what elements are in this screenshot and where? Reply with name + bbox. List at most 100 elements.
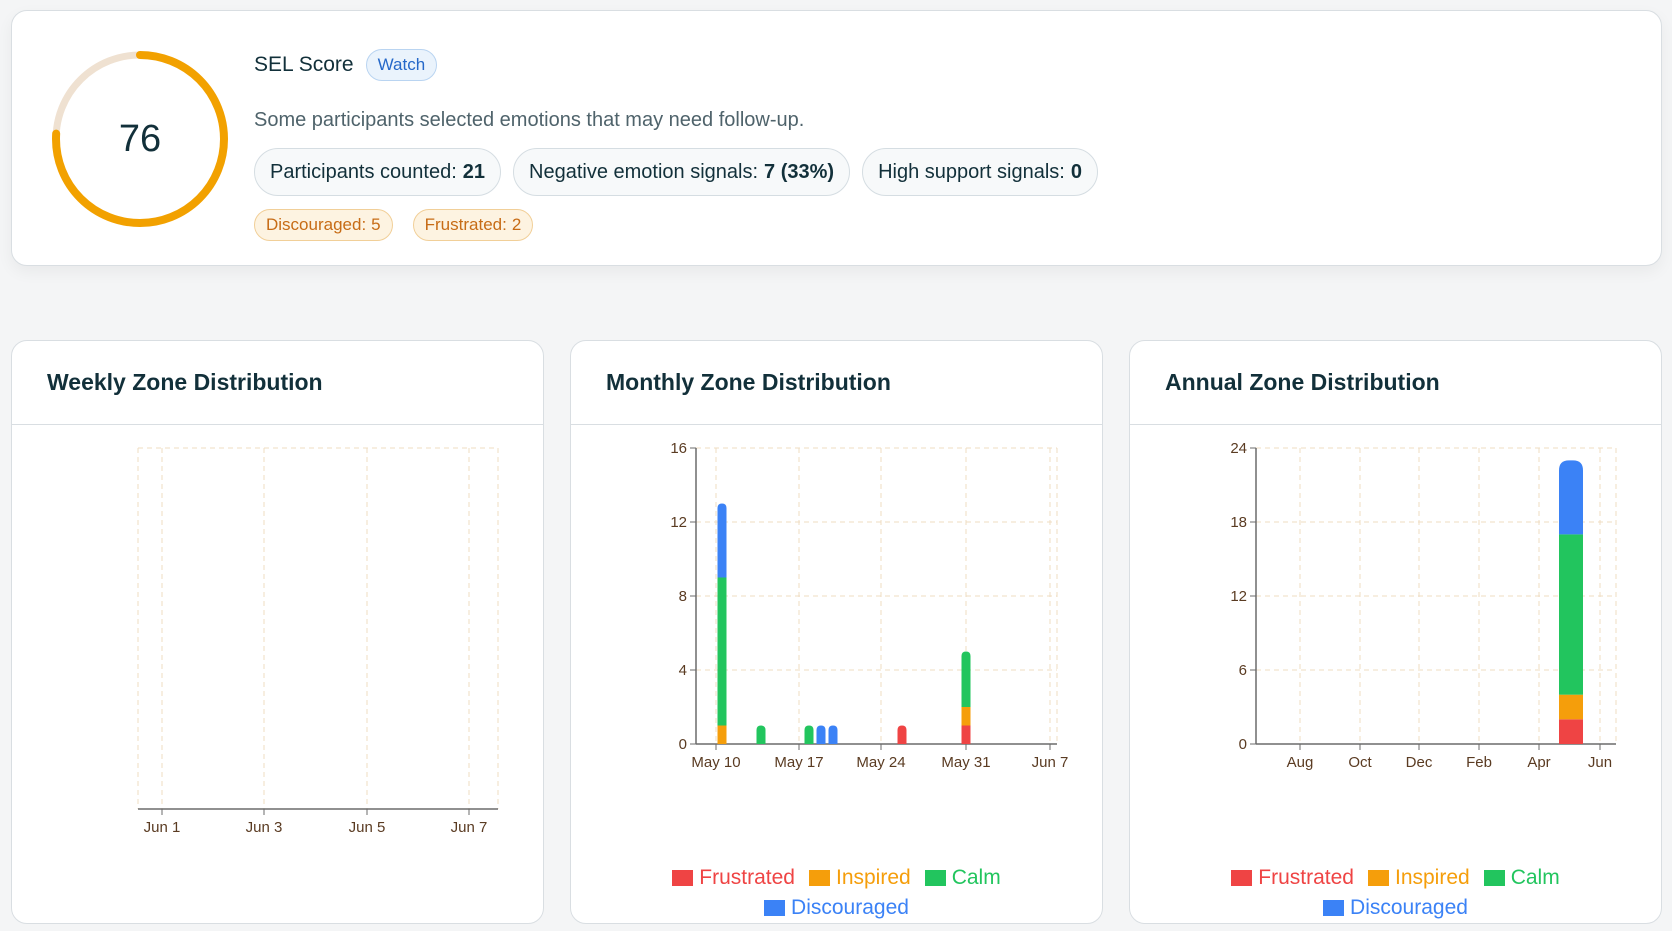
- annual-zone-card: Annual Zone Distribution Aug Oct Dec Feb Apr…: [1129, 340, 1662, 924]
- y-tick-label: 6: [1239, 662, 1247, 679]
- legend-item-frustrated[interactable]: Frustrated: [672, 866, 795, 890]
- monthly-chart-legend: Frustrated Inspired Calm Discouraged: [571, 866, 1102, 920]
- sel-score-card: 76 SEL Score Watch Some participants sel…: [11, 10, 1662, 266]
- legend-swatch: [1367, 870, 1389, 886]
- monthly-zone-chart: May 10 May 17 May 24 May 31 Jun 7 0 4 8 12 16: [670, 440, 1069, 771]
- x-tick-label: May 31: [941, 754, 990, 771]
- legend-item-discouraged[interactable]: Discouraged: [764, 896, 909, 920]
- legend-swatch: [764, 900, 786, 916]
- card-title: Weekly Zone Distribution: [12, 341, 543, 425]
- legend-item-inspired[interactable]: Inspired: [1367, 866, 1470, 890]
- tag-label: Discouraged:: [266, 215, 367, 234]
- legend-label: Inspired: [835, 866, 911, 889]
- legend-label: Calm: [951, 866, 1001, 889]
- bar-inspired: [961, 707, 971, 726]
- y-tick-label: 0: [1239, 736, 1247, 753]
- bar-discouraged: [1559, 460, 1583, 535]
- tag-label: Frustrated:: [424, 215, 507, 234]
- y-tick-label: 12: [670, 514, 687, 531]
- bar-inspired: [1559, 694, 1583, 720]
- x-tick-label: Jun 7: [1032, 754, 1069, 771]
- legend-swatch: [924, 870, 946, 886]
- tag-value: 2: [511, 215, 522, 234]
- x-tick-label: Oct: [1348, 754, 1372, 771]
- legend-label: Discouraged: [1350, 896, 1468, 919]
- x-tick-label: Jun 7: [451, 819, 488, 836]
- weekly-zone-chart: Jun 1 Jun 3 Jun 5 Jun 7: [137, 447, 499, 836]
- y-tick-label: 8: [679, 588, 687, 605]
- participants-counted-pill: Participants counted: 21: [254, 148, 502, 196]
- bar-frustrated: [961, 725, 971, 744]
- pill-value: 7 (33%): [764, 160, 835, 183]
- bar-calm: [717, 577, 727, 726]
- card-title: Annual Zone Distribution: [1130, 341, 1661, 425]
- x-tick-label: Jun 5: [349, 819, 386, 836]
- x-tick-label: May 24: [856, 754, 905, 771]
- legend-label: Frustrated: [699, 866, 795, 889]
- legend-item-discouraged[interactable]: Discouraged: [1323, 896, 1468, 920]
- bar-calm: [961, 651, 971, 707]
- x-tick-label: Aug: [1287, 754, 1314, 771]
- legend-swatch: [808, 870, 830, 886]
- stats-pills: Participants counted: 21 Negative emotio…: [254, 148, 1098, 196]
- legend-label: Inspired: [1394, 866, 1470, 889]
- legend-label: Frustrated: [1258, 866, 1354, 889]
- y-tick-label: 12: [1230, 588, 1247, 605]
- score-ring: 76: [47, 46, 233, 232]
- y-tick-label: 0: [679, 736, 687, 753]
- legend-swatch: [1323, 900, 1345, 916]
- score-ring-progress: [52, 51, 228, 227]
- emotion-tag-frustrated: Frustrated: 2: [412, 209, 534, 241]
- bar-discouraged: [816, 725, 826, 744]
- x-tick-label: May 10: [691, 754, 740, 771]
- x-tick-label: Jun 1: [144, 819, 181, 836]
- monthly-zone-card: Monthly Zone Distribution May 10 May 17 Ma…: [570, 340, 1103, 924]
- emotion-tag-discouraged: Discouraged: 5: [254, 209, 393, 241]
- score-label: SEL Score: [254, 53, 354, 76]
- y-tick-label: 18: [1230, 514, 1247, 531]
- bar-calm: [804, 725, 814, 744]
- weekly-zone-card: Weekly Zone Distribution Jun 1 Jun 3 Jun 5…: [11, 340, 544, 924]
- tag-value: 5: [371, 215, 381, 234]
- y-tick-label: 4: [679, 662, 687, 679]
- bar-calm: [756, 725, 766, 744]
- score-ring-graphic: [52, 51, 228, 227]
- legend-item-inspired[interactable]: Inspired: [808, 866, 911, 890]
- negative-signals-pill: Negative emotion signals: 7 (33%): [513, 148, 851, 196]
- legend-swatch: [1231, 870, 1253, 886]
- y-tick-label: 24: [1230, 440, 1247, 457]
- legend-swatch: [672, 870, 694, 886]
- y-tick-label: 16: [670, 440, 687, 457]
- pill-label: Negative emotion signals:: [529, 160, 759, 183]
- pill-label: Participants counted:: [270, 160, 457, 183]
- score-message: Some participants selected emotions that…: [254, 109, 805, 131]
- pill-value: 21: [462, 160, 486, 183]
- bar-frustrated: [1559, 719, 1583, 744]
- bar-discouraged: [717, 503, 727, 578]
- pill-label: High support signals:: [878, 160, 1065, 183]
- bar-calm: [1559, 534, 1583, 695]
- high-support-signals-pill: High support signals: 0: [862, 148, 1098, 196]
- x-tick-label: Jun: [1588, 754, 1612, 771]
- emotion-tags: Discouraged: 5 Frustrated: 2: [254, 209, 534, 241]
- x-tick-label: Feb: [1466, 754, 1492, 771]
- legend-item-calm[interactable]: Calm: [924, 866, 1001, 890]
- legend-swatch: [1483, 870, 1505, 886]
- bar-inspired: [717, 725, 727, 744]
- card-title: Monthly Zone Distribution: [571, 341, 1102, 425]
- x-tick-label: May 17: [774, 754, 823, 771]
- x-tick-label: Dec: [1406, 754, 1433, 771]
- annual-chart-legend: Frustrated Inspired Calm Discouraged: [1130, 866, 1661, 920]
- pill-value: 0: [1070, 160, 1082, 183]
- legend-item-calm[interactable]: Calm: [1483, 866, 1560, 890]
- annual-zone-chart: Aug Oct Dec Feb Apr Jun 0 6 12 18 24: [1230, 440, 1617, 771]
- legend-item-frustrated[interactable]: Frustrated: [1231, 866, 1354, 890]
- x-tick-label: Jun 3: [246, 819, 283, 836]
- score-value: 76: [118, 117, 162, 160]
- status-badge: Watch: [365, 49, 438, 81]
- legend-label: Discouraged: [791, 896, 909, 919]
- bar-frustrated: [897, 725, 907, 744]
- score-header: SEL Score Watch: [254, 49, 438, 81]
- legend-label: Calm: [1510, 866, 1560, 889]
- x-tick-label: Apr: [1527, 754, 1550, 771]
